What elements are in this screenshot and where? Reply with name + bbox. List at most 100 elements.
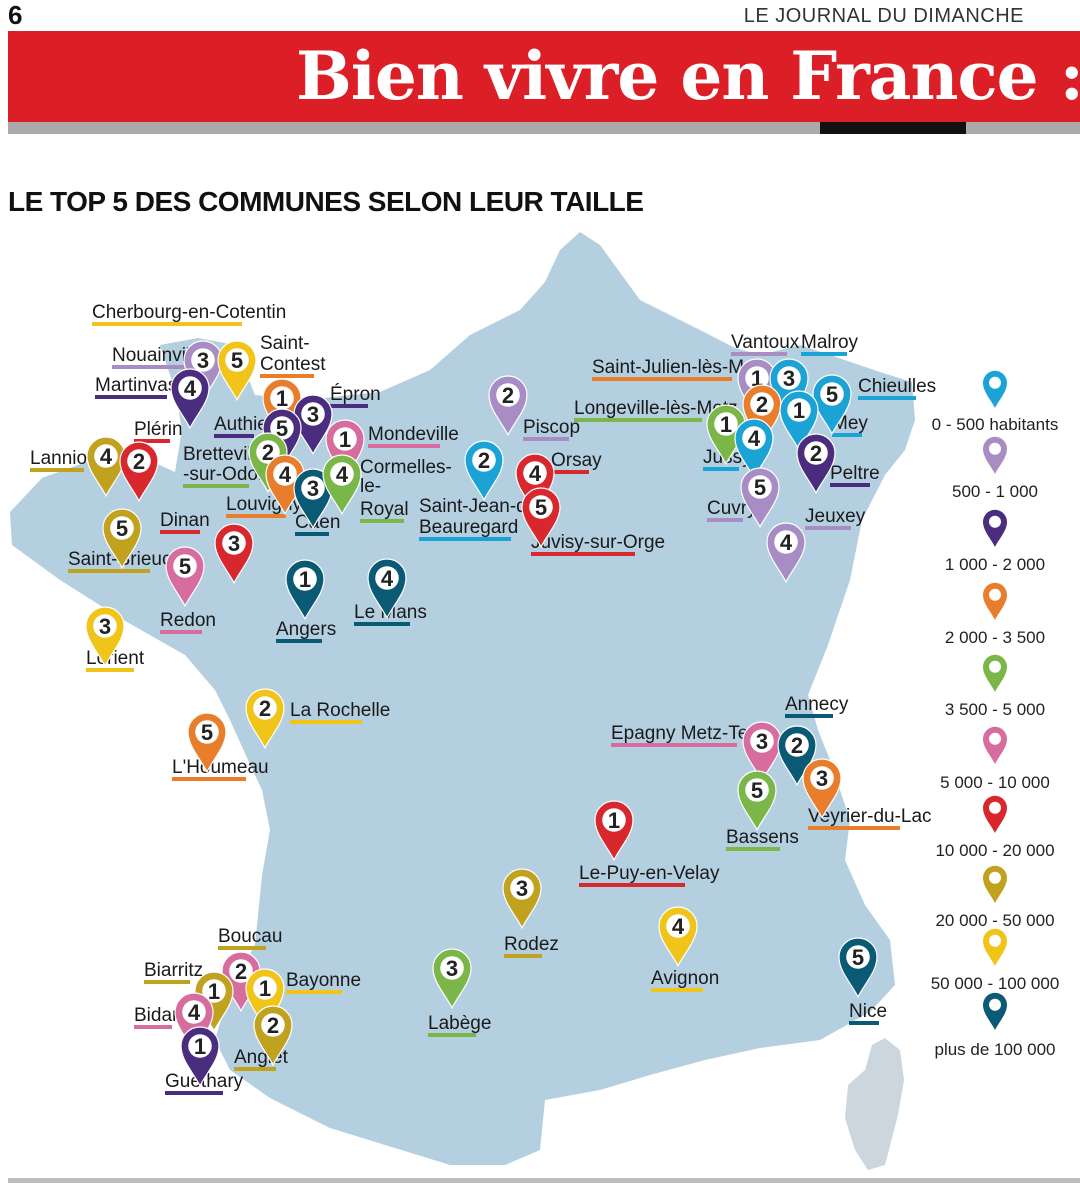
legend-label: 500 - 1 000 xyxy=(952,482,1038,501)
place-underline xyxy=(551,470,589,474)
marker-pin-center xyxy=(253,976,277,1000)
marker-pin-center xyxy=(714,412,738,436)
marker-rank: 5 xyxy=(201,720,213,745)
marker-rank: 4 xyxy=(188,1000,201,1025)
marker-pin: 2 xyxy=(464,440,504,502)
marker-pin: 1 xyxy=(594,800,634,862)
place-name: Juvisy-sur-Orge xyxy=(531,532,665,553)
marker-pin-center xyxy=(178,376,202,400)
headline-banner: Bien vivre en France : le ch xyxy=(8,31,1080,122)
place-underline xyxy=(574,418,702,422)
marker-pin-center xyxy=(195,720,219,744)
place-name: Cuvry xyxy=(707,498,757,519)
marker-rank: 3 xyxy=(783,366,795,391)
place-label: Contest xyxy=(260,354,326,378)
legend-pin xyxy=(983,509,1007,547)
place-label: Martinvast xyxy=(95,375,183,399)
marker-rank: 5 xyxy=(754,475,766,500)
place-label: Saint-Jean-de xyxy=(419,496,537,517)
marker-pin-center xyxy=(785,733,809,757)
place-underline xyxy=(830,483,870,487)
marker-rank: 2 xyxy=(133,449,145,474)
place-name: Chieulles xyxy=(858,376,936,397)
place-name: Mondeville xyxy=(368,424,459,445)
place-underline xyxy=(144,980,190,984)
place-underline xyxy=(531,552,635,556)
legend-label: 20 000 - 50 000 xyxy=(935,911,1054,930)
place-underline xyxy=(504,954,542,958)
marker-pin-center xyxy=(270,386,294,410)
marker-rank: 2 xyxy=(478,448,490,473)
place-label: Veyrier-du-Lac xyxy=(808,806,932,830)
place-underline xyxy=(428,1033,476,1037)
marker-rank: 1 xyxy=(720,412,732,437)
marker-pin: 2 xyxy=(221,951,261,1013)
place-name: Epagny Metz-Tessy xyxy=(611,723,777,744)
legend-label: 0 - 500 habitants xyxy=(932,415,1059,434)
marker-rank: 5 xyxy=(179,554,191,579)
legend-pin xyxy=(983,795,1007,833)
marker-rank: 1 xyxy=(194,1034,206,1059)
place-name: Redon xyxy=(160,610,216,631)
place-underline xyxy=(160,530,200,534)
place-underline xyxy=(419,537,511,541)
place-name: Bidart xyxy=(134,1005,184,1026)
marker-rank: 1 xyxy=(259,976,271,1001)
place-name: Peltre xyxy=(830,463,880,484)
legend-label: 1 000 - 2 000 xyxy=(945,555,1045,574)
legend-pin xyxy=(983,654,1007,692)
legend-pin xyxy=(983,865,1007,903)
journal-name: LE JOURNAL DU DIMANCHE xyxy=(743,5,1024,27)
place-label: Chieulles xyxy=(858,376,936,400)
marker-rank: 1 xyxy=(793,398,805,423)
marker-pin: 4 xyxy=(367,558,407,620)
place-name: Cormelles- xyxy=(360,457,452,478)
marker-pin: 5 xyxy=(812,374,852,436)
place-underline xyxy=(172,777,246,781)
legend-label: 2 000 - 3 500 xyxy=(945,628,1045,647)
marker-pin: 4 xyxy=(658,906,698,968)
place-underline xyxy=(218,946,266,950)
marker-pin-center xyxy=(330,462,354,486)
section-title: LE TOP 5 DES COMMUNES SELON LEUR TAILLE xyxy=(8,186,644,217)
place-name: Épron xyxy=(330,384,381,405)
place-label: Saint-Julien-lès-Metz xyxy=(592,357,769,381)
place-label: Cherbourg-en-Cotentin xyxy=(92,302,286,326)
marker-pin: 5 xyxy=(838,937,878,999)
place-underline xyxy=(785,714,833,718)
place-underline xyxy=(354,622,410,626)
legend-item: plus de 100 000 xyxy=(935,992,1056,1059)
marker-pin: 1 xyxy=(325,419,365,481)
place-label: Le-Puy-en-Velay xyxy=(579,863,720,887)
place-label: Nice xyxy=(849,1001,887,1025)
marker-pin-center xyxy=(273,462,297,486)
place-label: Royal xyxy=(360,499,409,523)
place-name: Avignon xyxy=(651,968,719,989)
marker-pin: 5 xyxy=(102,508,142,570)
marker-rank: 1 xyxy=(208,979,220,1004)
marker-pin-center xyxy=(820,382,844,406)
place-label: Boucau xyxy=(218,926,282,950)
place-name: Cherbourg-en-Cotentin xyxy=(92,302,286,323)
legend-pin xyxy=(983,436,1007,474)
legend-pin-center xyxy=(989,871,1001,884)
place-name: Longeville-lès-Metz xyxy=(574,398,738,419)
place-underline xyxy=(805,526,851,530)
marker-pin: 1 xyxy=(285,559,325,621)
place-underline xyxy=(707,518,743,522)
place-name: Saint- xyxy=(260,333,310,354)
place-name: Annecy xyxy=(785,694,849,715)
marker-pin-center xyxy=(496,383,520,407)
legend-item: 0 - 500 habitants xyxy=(932,370,1059,434)
place-underline xyxy=(214,434,254,438)
marker-pin-center xyxy=(810,766,834,790)
place-name: Jeuxey xyxy=(805,506,866,527)
place-name: Bretteville xyxy=(183,444,266,465)
marker-pin-center xyxy=(225,348,249,372)
marker-pin: 3 xyxy=(802,758,842,820)
legend-label: 50 000 - 100 000 xyxy=(931,974,1060,993)
marker-rank: 5 xyxy=(852,945,864,970)
place-underline xyxy=(801,352,847,356)
marker-pin: 2 xyxy=(742,384,782,446)
